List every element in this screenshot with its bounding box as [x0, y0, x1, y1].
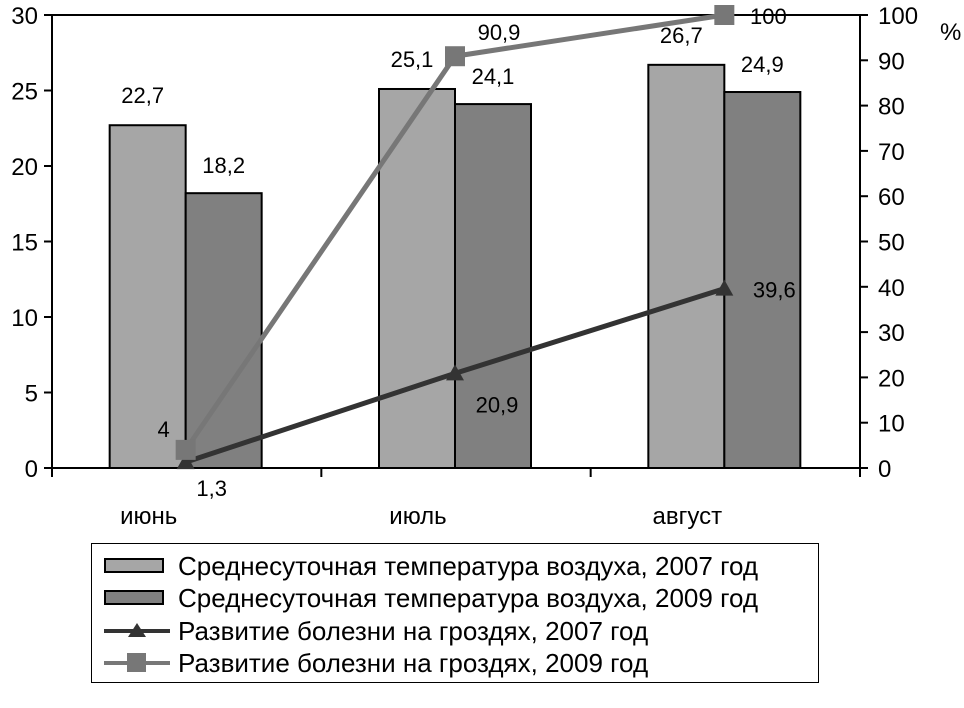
legend-label: Развитие болезни на гроздях, 2007 год — [178, 615, 649, 646]
x-category-label: июнь — [120, 503, 177, 530]
right-tick-label: 60 — [878, 184, 905, 211]
left-tick-label: 30 — [11, 3, 38, 30]
square-marker — [175, 439, 196, 460]
triangle-marker — [715, 279, 734, 296]
legend-swatch-bar-2007 — [104, 556, 170, 576]
legend-swatch-bar-2009 — [104, 588, 170, 608]
bar-2007 — [647, 63, 726, 470]
line-data-label-2007: 20,9 — [476, 392, 519, 417]
legend: Среднесуточная температура воздуха, 2007… — [91, 543, 819, 683]
x-category-label: июль — [389, 503, 446, 530]
left-tick-label: 10 — [11, 305, 38, 332]
bar-data-label: 18,2 — [202, 153, 245, 178]
triangle-marker — [446, 364, 464, 381]
right-tick-label: 90 — [878, 48, 905, 75]
right-axis-unit-label: % — [940, 19, 961, 46]
legend-item-line-2007: Развитие болезни на гроздях, 2007 год — [92, 615, 648, 647]
left-tick-label: 20 — [11, 154, 38, 181]
legend-swatch-line-2007 — [104, 621, 170, 641]
left-tick-label: 15 — [11, 230, 38, 257]
bar-data-label: 22,7 — [121, 83, 164, 108]
left-tick-label: 5 — [25, 381, 38, 408]
right-tick-label: 40 — [878, 275, 905, 302]
legend-swatch-line-2009 — [104, 653, 170, 673]
legend-item-bar-2007: Среднесуточная температура воздуха, 2007… — [92, 550, 758, 582]
line-data-label-2007: 39,6 — [753, 278, 796, 303]
square-marker-icon — [127, 653, 146, 672]
right-tick-label: 0 — [878, 456, 891, 483]
legend-item-line-2009: Развитие болезни на гроздях, 2009 год — [92, 647, 648, 679]
legend-label: Развитие болезни на гроздях, 2009 год — [178, 647, 649, 678]
bar-data-label: 24,1 — [472, 64, 515, 89]
bar-data-label: 25,1 — [391, 47, 434, 72]
square-marker — [714, 5, 735, 25]
right-tick-label: 20 — [878, 365, 905, 392]
legend-item-bar-2009: Среднесуточная температура воздуха, 2009… — [92, 582, 758, 614]
bar-data-label: 26,7 — [660, 23, 703, 48]
combo-chart: 0 5 10 15 20 25 30 0 10 20 30 40 50 60 70 80 90 100 июнь ию… — [11, 3, 961, 530]
legend-label: Среднесуточная температура воздуха, 2007… — [178, 550, 759, 581]
x-category-label: август — [653, 503, 723, 530]
right-tick-label: 10 — [878, 411, 905, 438]
right-tick-label: 50 — [878, 230, 905, 257]
left-tick-label: 25 — [11, 79, 38, 106]
bar-2007 — [108, 124, 187, 469]
line-data-label-2009: 90,9 — [478, 20, 521, 45]
legend-label: Среднесуточная температура воздуха, 2009… — [178, 582, 759, 613]
plot-area: 0 5 10 15 20 25 30 0 10 20 30 40 50 60 70 80 90 100 июнь ию… — [11, 3, 918, 530]
right-tick-label: 30 — [878, 320, 905, 347]
bar-2009 — [184, 192, 263, 469]
line-data-label-2009: 100 — [750, 4, 787, 29]
bar-2007 — [378, 87, 456, 470]
line-data-label-2009: 4 — [158, 417, 170, 442]
right-tick-label: 70 — [878, 139, 905, 166]
triangle-marker-icon — [128, 623, 146, 637]
left-tick-label: 0 — [25, 456, 38, 483]
right-tick-label: 80 — [878, 94, 905, 121]
triangle-marker — [176, 453, 195, 470]
square-marker — [445, 46, 465, 67]
line-data-label-2007: 1,3 — [196, 476, 227, 501]
bar-2009 — [454, 103, 532, 469]
bar-data-label: 24,9 — [741, 52, 784, 77]
right-tick-label: 100 — [878, 3, 918, 30]
